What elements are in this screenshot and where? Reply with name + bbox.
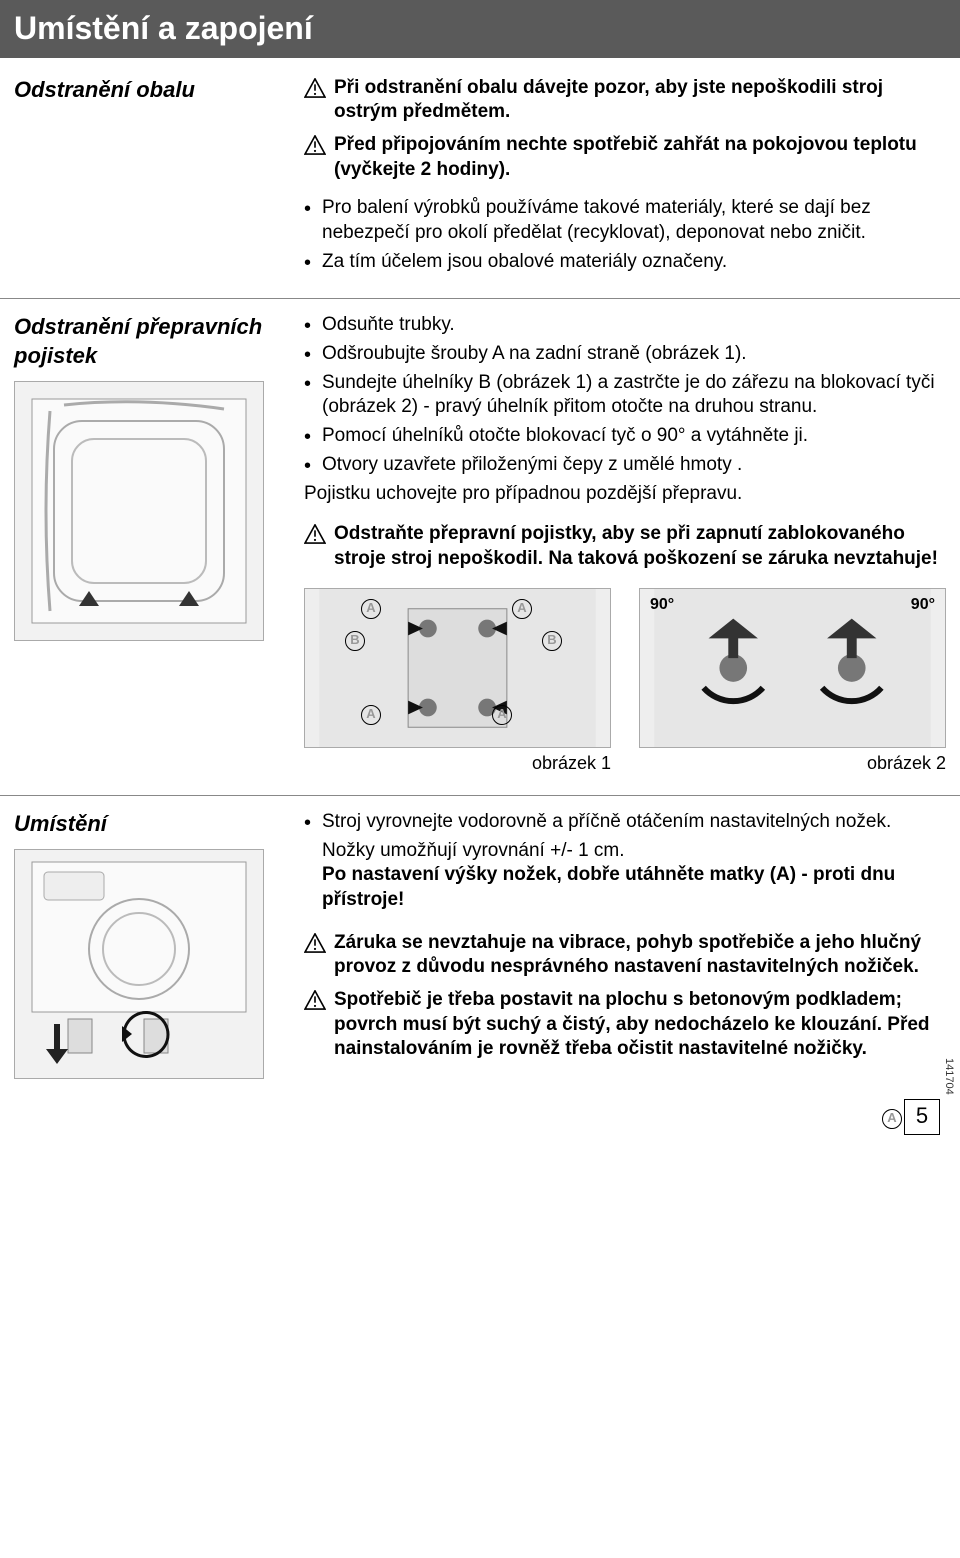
- list-item: Pro balení výrobků používáme takové mate…: [304, 196, 946, 245]
- divider: [0, 298, 960, 299]
- diagram-fig2: 90° 90°: [639, 588, 946, 748]
- list-item: Pomocí úhelníků otočte blokovací tyč o 9…: [304, 424, 946, 449]
- body-text: Pojistku uchovejte pro případnou pozdějš…: [304, 482, 946, 507]
- label-A: A: [512, 599, 532, 619]
- page-title: Umístění a zapojení: [0, 0, 960, 58]
- label-B: B: [345, 631, 365, 651]
- label-90deg: 90°: [911, 595, 935, 616]
- heading-placement: Umístění: [14, 810, 292, 839]
- warning-icon: [304, 135, 326, 163]
- diagram-row: A A B B A A obrázek 1: [304, 588, 946, 775]
- diagram-fig1: A A B B A A: [304, 588, 611, 748]
- body-text: Nožky umožňují vyrovnání +/- 1 cm.: [304, 839, 946, 864]
- list-item: Stroj vyrovnejte vodorovně a příčně otáč…: [304, 810, 946, 835]
- warning-text: Záruka se nevztahuje na vibrace, pohyb s…: [334, 931, 946, 980]
- heading-transport-locks: Odstranění přepravních pojistek: [14, 313, 292, 370]
- warning-icon: [304, 990, 326, 1018]
- body-text-bold: Po nastavení výšky nožek, dobře utáhněte…: [304, 863, 946, 912]
- warning-text: Při odstranění obalu dávejte pozor, aby …: [334, 76, 946, 125]
- list-item: Za tím účelem jsou obalové materiály ozn…: [304, 250, 946, 275]
- list-item: Otvory uzavřete přiloženými čepy z umělé…: [304, 453, 946, 478]
- label-A: A: [361, 705, 381, 725]
- warning-text-a: Spotřebič je třeba postavit na plochu s …: [334, 989, 902, 1035]
- label-A: A: [361, 599, 381, 619]
- label-B: B: [542, 631, 562, 651]
- list-item: Odsuňte trubky.: [304, 313, 946, 338]
- warning-icon: [304, 933, 326, 961]
- doc-ref: 141704: [942, 1058, 956, 1095]
- label-A: A: [882, 1109, 902, 1129]
- warning-sharp: Při odstranění obalu dávejte pozor, aby …: [304, 76, 946, 125]
- warning-text: Odstraňte přepravní pojistky, aby se při…: [334, 522, 946, 571]
- diagram-washer-feet: A: [14, 849, 264, 1079]
- page-number: 5: [904, 1099, 940, 1135]
- list-item: Odšroubujte šrouby A na zadní straně (ob…: [304, 342, 946, 367]
- caption-fig2: obrázek 2: [639, 752, 946, 775]
- warning-surface: Spotřebič je třeba postavit na plochu s …: [304, 988, 946, 1062]
- warning-text: Spotřebič je třeba postavit na plochu s …: [334, 988, 946, 1062]
- warning-icon: [304, 78, 326, 106]
- warning-vibration: Záruka se nevztahuje na vibrace, pohyb s…: [304, 931, 946, 980]
- warning-text: Před připojováním nechte spotřebič zahřá…: [334, 133, 946, 182]
- heading-packaging: Odstranění obalu: [14, 76, 292, 105]
- section-packaging: Odstranění obalu Při odstranění obalu dá…: [0, 76, 960, 279]
- diagram-washer-back: [14, 381, 264, 641]
- caption-fig1: obrázek 1: [304, 752, 611, 775]
- warning-remove-locks: Odstraňte přepravní pojistky, aby se při…: [304, 522, 946, 571]
- section-placement: Umístění A Stroj vyrovnejte vodorovně a …: [0, 810, 960, 1079]
- divider: [0, 795, 960, 796]
- label-90deg: 90°: [650, 595, 674, 616]
- label-A: A: [492, 705, 512, 725]
- warning-icon: [304, 524, 326, 552]
- warning-warmup: Před připojováním nechte spotřebič zahřá…: [304, 133, 946, 182]
- list-item: Sundejte úhelníky B (obrázek 1) a zastrč…: [304, 371, 946, 420]
- section-transport-locks: Odstranění přepravních pojistek Odsuňte …: [0, 313, 960, 775]
